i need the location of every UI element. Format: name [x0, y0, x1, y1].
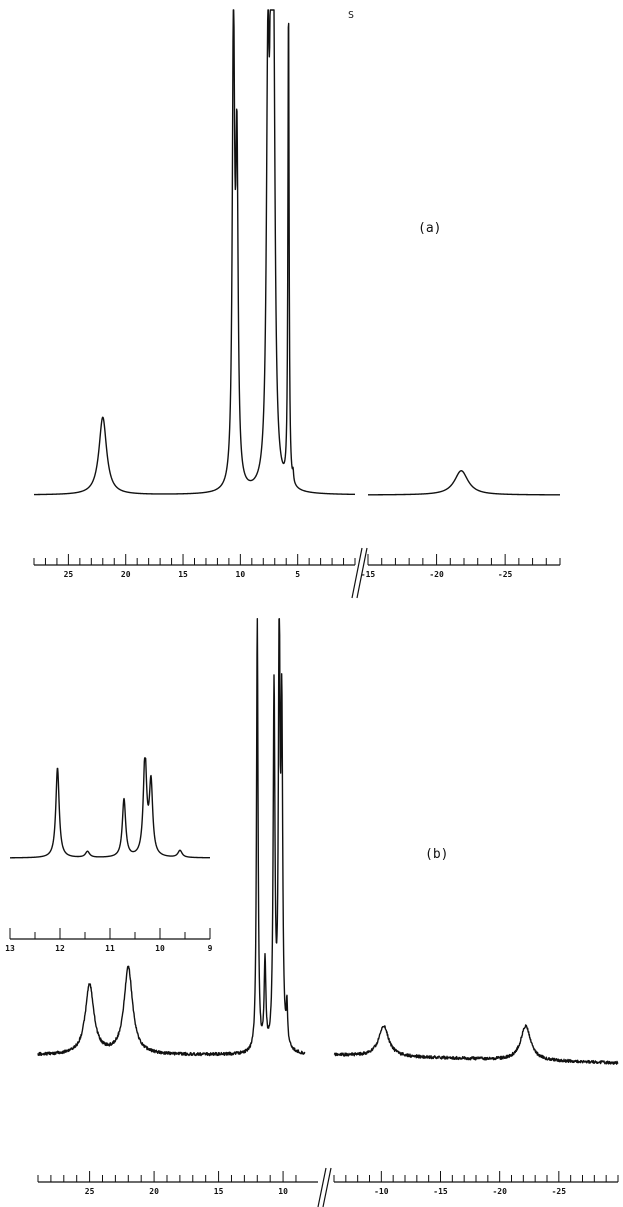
axis-a-tick-label: 15	[178, 570, 188, 579]
inset-axis-tick-label: 9	[208, 944, 213, 953]
axis-a-tick-label: 5	[295, 570, 300, 579]
inset-trace	[9, 757, 211, 859]
spectrum-b: (b) 25 20 15 10 -10 -15 -20 -25 13 12 11 10 9	[5, 617, 619, 1207]
axis-b: 25 20 15 10 -10 -15 -20 -25	[37, 1167, 619, 1207]
inset-b: 13 12 11 10 9	[5, 757, 213, 953]
inset-axis-tick-label: 10	[155, 944, 165, 953]
axis-b-tick-label: 25	[85, 1187, 95, 1196]
inset-axis-tick-label: 12	[55, 944, 65, 953]
axis-b-tick-label: 15	[214, 1187, 224, 1196]
inset-axis-tick-label: 13	[5, 944, 15, 953]
axis-break-a-1	[351, 547, 363, 599]
axis-break-a-2	[356, 547, 368, 599]
axis-b-tick-label: -25	[552, 1187, 567, 1196]
inset-axis-tick-label: 11	[105, 944, 115, 953]
panel-label-a: (a)	[418, 221, 441, 236]
axis-b-tick-label: -20	[492, 1187, 507, 1196]
spectrum-a-trace-right	[367, 470, 561, 496]
axis-b-tick-label: 20	[149, 1187, 159, 1196]
axis-break-b-1	[317, 1167, 327, 1207]
axis-a: 25 20 15 10 5 -15 -20 -25	[33, 547, 561, 599]
spectrum-b-trace-right	[333, 1024, 619, 1065]
axis-a-tick-label: -20	[429, 570, 444, 579]
axis-a-tick-label: 20	[121, 570, 131, 579]
axis-a-tick-label: 25	[64, 570, 74, 579]
spectrum-b-trace-left	[37, 617, 306, 1057]
axis-a-tick-label: 10	[236, 570, 246, 579]
axis-b-tick-label: -10	[374, 1187, 389, 1196]
axis-b-tick-label: 10	[278, 1187, 288, 1196]
panel-label-b: (b)	[425, 847, 448, 862]
axis-break-b-2	[322, 1167, 332, 1207]
spectrum-a-trace-left	[33, 9, 356, 496]
spectrum-a: (a) S 25 20 15 10 5 -15 -20 -25	[33, 9, 561, 599]
axis-b-tick-label: -15	[433, 1187, 448, 1196]
solvent-peak-label: S	[348, 10, 354, 21]
axis-a-tick-label: -15	[361, 570, 376, 579]
axis-a-tick-label: -25	[498, 570, 513, 579]
